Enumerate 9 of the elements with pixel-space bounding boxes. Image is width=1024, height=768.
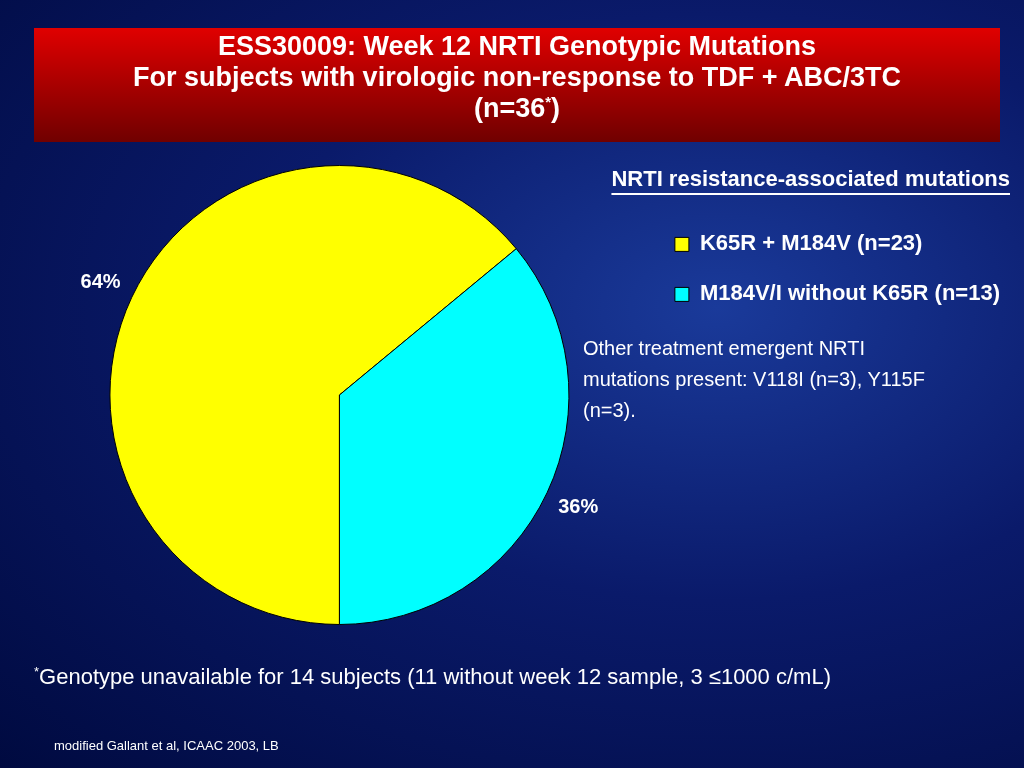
text: $^{*}$Genotype unavailable for 14 subjects (11 without week 12 sample, 3 ≤1000 c/mL): [34, 664, 831, 691]
legend-title: NRTI resistance-associated mutations: [611, 166, 1010, 192]
data-label: 36%: [558, 494, 599, 517]
text: Other treatment emergent NRTI mutations present: V118I (n=3), Y115F (n=3).: [583, 336, 926, 423]
data-label: 64%: [80, 270, 121, 293]
text: modified Gallant et al, ICAAC 2003, LB: [54, 738, 279, 753]
chart-title: ESS30009: Week 12 NRTI Genotypic Mutations For subjects with virologic non-response to TDF + ABC/3TC (n=36$^{*}$): [34, 28, 1000, 142]
legend-label: K65R + M184V (n=23): [699, 230, 923, 256]
legend-label: M184V/I without K65R (n=13): [699, 280, 1001, 306]
